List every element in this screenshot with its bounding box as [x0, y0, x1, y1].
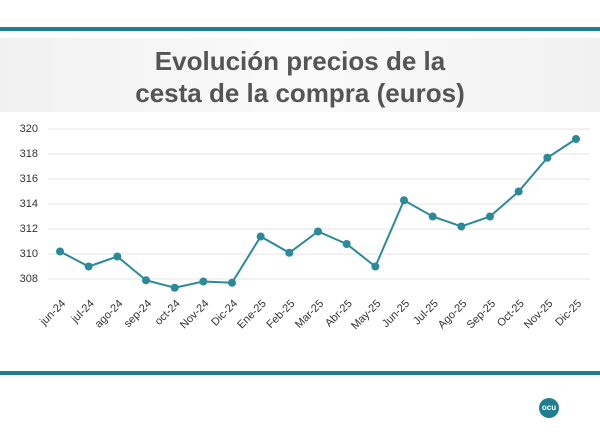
data-point	[342, 240, 351, 248]
x-tick-label: Feb-25	[264, 298, 297, 331]
data-point	[543, 153, 552, 162]
data-point	[228, 278, 236, 287]
x-tick-label: Ene-25	[235, 298, 269, 332]
data-point	[56, 247, 64, 256]
x-tick-label: Ago-25	[436, 298, 470, 332]
chart-title: cesta de la compra (euros)	[135, 78, 464, 108]
data-point	[514, 187, 523, 196]
data-point	[142, 276, 150, 285]
y-tick-label: 316	[20, 173, 38, 185]
data-point	[428, 212, 437, 221]
top-rule	[0, 27, 600, 31]
x-tick-label: Oct-25	[495, 298, 527, 330]
logo	[539, 398, 559, 418]
data-point	[170, 283, 179, 292]
bottom-rule	[0, 371, 600, 375]
y-tick-label: 314	[20, 198, 38, 210]
title-band	[0, 38, 600, 112]
y-tick-label: 318	[20, 148, 38, 160]
x-tick-label: jun-24	[37, 298, 68, 329]
x-tick-label: Nov-24	[178, 298, 212, 332]
data-point	[400, 196, 408, 205]
data-point	[457, 222, 466, 231]
logo-text: ocu	[542, 403, 556, 412]
x-tick-label: Mar-25	[293, 298, 326, 331]
x-tick-label: Nov-25	[522, 298, 556, 332]
data-point	[256, 232, 265, 241]
data-point	[113, 252, 122, 261]
y-tick-label: 308	[20, 273, 38, 285]
x-tick-label: Sep-25	[465, 298, 499, 332]
x-tick-label: Jun-25	[380, 298, 412, 330]
chart-title: Evolución precios de la	[155, 46, 446, 76]
x-tick-label: Dic-25	[553, 298, 584, 329]
data-point	[371, 262, 380, 271]
x-tick-label: ago-24	[93, 298, 126, 331]
data-point	[572, 135, 580, 143]
y-tick-label: 312	[20, 223, 38, 235]
data-point	[314, 227, 322, 236]
y-tick-label: 310	[20, 248, 38, 260]
series-line	[59, 138, 577, 289]
y-tick-label: 320	[20, 123, 38, 135]
data-point	[199, 277, 208, 286]
data-point	[84, 262, 93, 271]
data-point	[285, 248, 294, 257]
data-point	[486, 212, 494, 221]
x-tick-label: May-25	[349, 298, 383, 332]
x-tick-label: sep-24	[122, 298, 154, 330]
